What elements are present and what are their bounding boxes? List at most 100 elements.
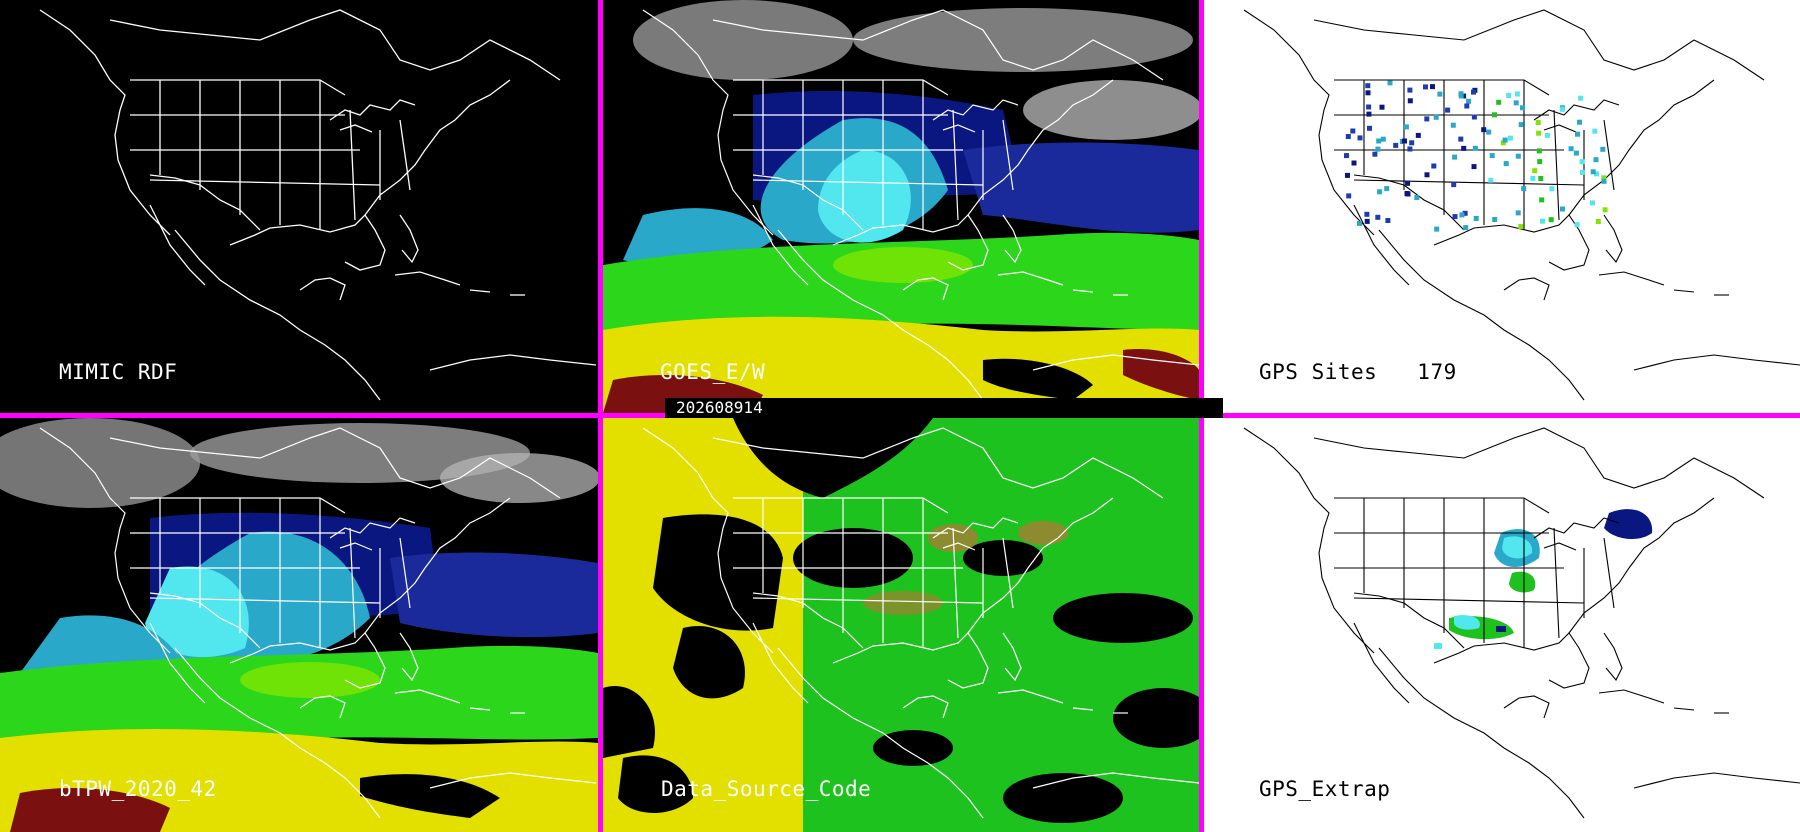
map-boundary-line <box>1072 289 1094 293</box>
gps-site-marker <box>1473 216 1479 221</box>
gps-site-marker <box>1544 132 1550 138</box>
map-boundary-line <box>469 707 491 711</box>
map-boundary-line <box>1598 689 1665 704</box>
gps-site-marker <box>1357 220 1362 226</box>
gps-site-marker <box>1366 104 1372 110</box>
gps-site-marker <box>1451 182 1457 188</box>
gps-site-marker <box>1471 164 1477 170</box>
gps-site-marker <box>1380 136 1386 142</box>
gps-site-marker <box>1365 90 1371 96</box>
gps-site-marker <box>1414 195 1420 200</box>
gps-site-marker <box>1575 131 1580 137</box>
gps-site-marker <box>1452 214 1458 220</box>
gps-site-marker <box>1407 146 1413 152</box>
gps-site-marker <box>1366 111 1372 117</box>
gps-site-marker <box>1357 135 1363 141</box>
map-boundary-line <box>1072 707 1094 711</box>
gps-site-marker <box>1376 138 1382 144</box>
gps-site-marker <box>1492 217 1498 222</box>
gps-site-marker <box>1601 178 1607 184</box>
map-boundary-line <box>229 632 386 689</box>
map-boundary-line <box>712 9 1164 81</box>
gps-site-marker <box>1364 211 1370 217</box>
map-boundary-line <box>1533 517 1620 539</box>
map-boundary-line <box>1673 289 1695 293</box>
data-source-field <box>603 418 1199 832</box>
map-boundary-line <box>39 9 171 236</box>
gps-site-marker <box>1346 193 1352 199</box>
gps-site-marker <box>1492 112 1497 118</box>
gps-site-marker <box>1409 140 1415 146</box>
gps-site-marker <box>1344 153 1349 159</box>
gps-site-marker <box>1538 176 1544 181</box>
panel-gps-extrap: GPS_Extrap <box>1204 418 1800 832</box>
map-boundary-line <box>339 542 373 551</box>
gps-site-marker <box>1515 210 1521 216</box>
map-boundary-line <box>752 204 809 286</box>
gps-site-marker <box>1424 172 1430 178</box>
gps-site-marker <box>1407 98 1413 104</box>
map-boundary-line <box>399 119 411 191</box>
map-boundary-line <box>752 622 809 704</box>
map-boundary-line <box>752 592 864 649</box>
map-boundary-line <box>149 174 261 231</box>
gps-site-marker <box>1488 177 1494 183</box>
gps-site-marker <box>1402 138 1407 144</box>
gps-site-marker <box>1471 114 1477 120</box>
map-boundary-line <box>733 497 949 514</box>
map-boundary-line <box>1553 527 1560 639</box>
panel-data-source-code: Data_Source_Code <box>603 418 1199 832</box>
map-boundary-line <box>394 271 461 286</box>
map-boundary-line <box>149 204 206 286</box>
gps-site-marker <box>1568 146 1574 152</box>
map-boundary-line <box>299 695 346 719</box>
map-boundary-line <box>299 277 346 301</box>
map-boundary-line <box>932 517 1019 539</box>
goes-pw-field <box>603 0 1199 413</box>
gps-site-marker <box>1385 218 1391 223</box>
gps-site-marker <box>1434 226 1440 232</box>
map-boundary-line <box>902 695 949 719</box>
gps-site-marker <box>1503 161 1509 167</box>
btpw-pw-field <box>0 418 598 832</box>
gps-site-marker <box>1502 137 1508 143</box>
map-boundary-line <box>952 527 959 639</box>
gps-site-marker <box>1518 122 1524 128</box>
gps-site-marker <box>1521 186 1527 192</box>
map-boundary-line <box>997 271 1064 286</box>
map-boundary-line <box>429 354 597 371</box>
map-boundary-line <box>1353 204 1410 286</box>
map-boundary-line <box>149 592 261 649</box>
gps-site-marker <box>1375 146 1381 152</box>
panel-gps-sites: GPS Sites 179 <box>1204 0 1800 413</box>
map-boundary-line <box>832 632 989 689</box>
gps-site-marker <box>1548 217 1554 223</box>
gps-site-marker <box>1458 136 1464 142</box>
gps-site-marker <box>1532 168 1538 174</box>
goes-ew-map <box>603 0 1199 413</box>
map-boundary-line <box>174 229 381 401</box>
map-boundary-line <box>952 109 959 221</box>
gps-site-marker <box>1539 197 1545 203</box>
gps-site-marker <box>1600 146 1606 152</box>
mimic-rdf-map <box>39 9 597 401</box>
gps-site-marker <box>1430 84 1435 90</box>
map-boundary-line <box>1002 537 1014 609</box>
panel-label-gps-extrap: GPS_Extrap <box>1259 777 1391 801</box>
map-boundary-line <box>1633 772 1800 789</box>
panel-btpw: bTPW_2020_42 <box>0 418 598 832</box>
map-boundary-line <box>149 179 381 186</box>
gps-site-marker <box>1372 151 1378 157</box>
gps-site-marker <box>1513 100 1519 106</box>
gps-site-marker <box>1471 89 1476 95</box>
gps-site-marker <box>1433 114 1439 120</box>
gps-site-marker <box>1536 148 1542 154</box>
map-boundary-line <box>1503 695 1550 719</box>
map-boundary-line <box>1568 497 1715 634</box>
map-boundary-line <box>1603 537 1615 609</box>
panel-label-data-source-code: Data_Source_Code <box>661 777 872 801</box>
map-boundary-line <box>1353 179 1585 186</box>
map-boundary-line <box>752 179 984 186</box>
gps-site-marker <box>1450 122 1456 128</box>
